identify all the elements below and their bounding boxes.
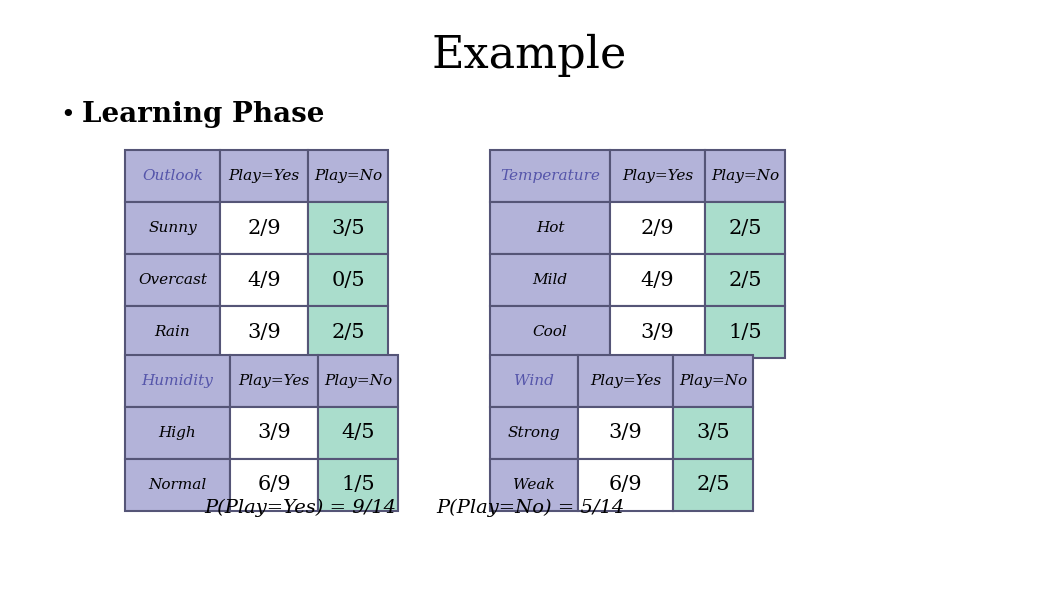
Bar xyxy=(125,306,220,358)
Text: 1/5: 1/5 xyxy=(341,475,375,494)
Text: Play=No: Play=No xyxy=(324,374,392,388)
Text: 2/9: 2/9 xyxy=(247,218,281,237)
Bar xyxy=(220,306,308,358)
Bar xyxy=(125,254,220,306)
Text: 3/5: 3/5 xyxy=(331,218,364,237)
Bar xyxy=(705,150,785,202)
Text: 0/5: 0/5 xyxy=(331,271,364,290)
Text: 3/5: 3/5 xyxy=(696,424,730,443)
Bar xyxy=(490,407,578,459)
Text: 6/9: 6/9 xyxy=(257,475,291,494)
Text: Play=No: Play=No xyxy=(679,374,747,388)
Text: Mild: Mild xyxy=(533,273,568,287)
Bar xyxy=(220,150,308,202)
Bar xyxy=(125,202,220,254)
Text: 4/5: 4/5 xyxy=(341,424,375,443)
Text: High: High xyxy=(159,426,196,440)
Text: 3/9: 3/9 xyxy=(641,322,675,342)
Bar xyxy=(705,202,785,254)
Bar xyxy=(308,150,388,202)
Text: 2/9: 2/9 xyxy=(641,218,675,237)
Text: Play=No: Play=No xyxy=(313,169,382,183)
Text: 2/5: 2/5 xyxy=(696,475,730,494)
Text: 3/9: 3/9 xyxy=(257,424,291,443)
Bar xyxy=(490,150,610,202)
Bar xyxy=(610,306,705,358)
Text: Play=Yes: Play=Yes xyxy=(590,374,661,388)
Bar xyxy=(674,355,753,407)
Bar xyxy=(674,407,753,459)
Bar xyxy=(220,254,308,306)
Bar xyxy=(308,202,388,254)
Text: Normal: Normal xyxy=(148,478,207,492)
Bar xyxy=(490,459,578,511)
Text: 3/9: 3/9 xyxy=(609,424,643,443)
Bar xyxy=(230,355,318,407)
Bar xyxy=(705,254,785,306)
Text: Play=Yes: Play=Yes xyxy=(622,169,694,183)
Bar xyxy=(490,306,610,358)
Bar xyxy=(705,306,785,358)
Bar xyxy=(318,355,398,407)
Text: Weak: Weak xyxy=(514,478,555,492)
Text: Rain: Rain xyxy=(155,325,191,339)
Bar xyxy=(490,202,610,254)
Text: Play=Yes: Play=Yes xyxy=(238,374,309,388)
Bar xyxy=(610,150,705,202)
Text: 2/5: 2/5 xyxy=(331,322,364,342)
Text: 3/9: 3/9 xyxy=(247,322,281,342)
Text: •: • xyxy=(60,103,75,127)
Text: 4/9: 4/9 xyxy=(641,271,675,290)
Bar xyxy=(125,407,230,459)
Bar xyxy=(220,202,308,254)
Bar xyxy=(610,202,705,254)
Text: P(Play=No) = 5/14: P(Play=No) = 5/14 xyxy=(436,499,624,517)
Text: Sunny: Sunny xyxy=(148,221,197,235)
Bar xyxy=(610,254,705,306)
Bar xyxy=(674,459,753,511)
Text: Wind: Wind xyxy=(514,374,554,388)
Bar xyxy=(308,254,388,306)
Text: Hot: Hot xyxy=(536,221,564,235)
Bar xyxy=(578,407,674,459)
Bar xyxy=(578,355,674,407)
Bar xyxy=(230,459,318,511)
Text: P(Play=Yes) = 9/14: P(Play=Yes) = 9/14 xyxy=(204,499,396,517)
Bar xyxy=(578,459,674,511)
Text: Temperature: Temperature xyxy=(500,169,600,183)
Text: Humidity: Humidity xyxy=(142,374,214,388)
Text: Strong: Strong xyxy=(507,426,560,440)
Text: 2/5: 2/5 xyxy=(729,271,761,290)
Bar xyxy=(490,254,610,306)
Text: 6/9: 6/9 xyxy=(609,475,643,494)
Bar xyxy=(490,355,578,407)
Bar xyxy=(308,306,388,358)
Text: Example: Example xyxy=(432,33,627,77)
Bar xyxy=(125,150,220,202)
Bar xyxy=(318,459,398,511)
Text: Play=No: Play=No xyxy=(711,169,779,183)
Text: Overcast: Overcast xyxy=(138,273,207,287)
Bar xyxy=(125,459,230,511)
Text: Cool: Cool xyxy=(533,325,568,339)
Text: Outlook: Outlook xyxy=(142,169,203,183)
Text: Play=Yes: Play=Yes xyxy=(229,169,300,183)
Text: Learning Phase: Learning Phase xyxy=(82,102,324,129)
Bar xyxy=(230,407,318,459)
Text: 1/5: 1/5 xyxy=(729,322,761,342)
Bar xyxy=(318,407,398,459)
Text: 4/9: 4/9 xyxy=(247,271,281,290)
Bar xyxy=(125,355,230,407)
Text: 2/5: 2/5 xyxy=(729,218,761,237)
